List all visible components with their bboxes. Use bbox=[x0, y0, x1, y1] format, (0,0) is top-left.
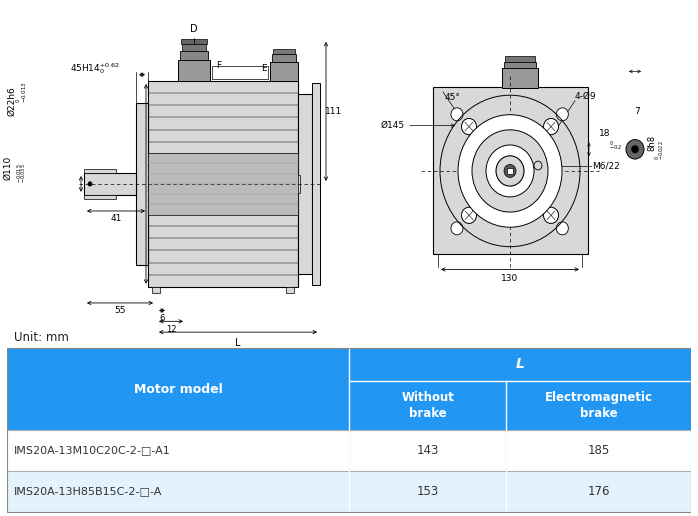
Bar bbox=[273, 49, 295, 54]
Text: $^{-0.015}_{-0.035}$: $^{-0.015}_{-0.035}$ bbox=[15, 163, 29, 183]
Circle shape bbox=[544, 119, 558, 135]
Text: 185: 185 bbox=[588, 444, 610, 457]
Text: 111: 111 bbox=[325, 107, 342, 116]
Text: 18: 18 bbox=[599, 128, 611, 138]
Bar bbox=[84, 195, 116, 199]
Circle shape bbox=[461, 207, 477, 223]
Text: Unit: mm: Unit: mm bbox=[14, 331, 68, 344]
Text: Without
brake: Without brake bbox=[401, 391, 454, 420]
Text: $^{0}_{-0.022}$: $^{0}_{-0.022}$ bbox=[653, 140, 667, 160]
Bar bbox=[84, 169, 116, 173]
Text: 7: 7 bbox=[634, 107, 640, 116]
Text: 176: 176 bbox=[588, 485, 610, 498]
Text: 55: 55 bbox=[114, 306, 126, 315]
Bar bbox=[7, 471, 691, 512]
Bar bbox=[504, 62, 536, 68]
Text: M6/22: M6/22 bbox=[592, 161, 620, 170]
Text: E: E bbox=[261, 63, 267, 73]
Text: 153: 153 bbox=[417, 485, 439, 498]
Text: Ø22h6: Ø22h6 bbox=[8, 87, 17, 116]
Text: Motor model: Motor model bbox=[133, 382, 223, 396]
Bar bbox=[148, 81, 298, 287]
Circle shape bbox=[88, 182, 92, 186]
Text: 45H14$^{+0.62}_{0}$: 45H14$^{+0.62}_{0}$ bbox=[70, 61, 120, 76]
Bar bbox=[180, 51, 208, 59]
Text: Ø145: Ø145 bbox=[381, 121, 405, 130]
Bar bbox=[148, 153, 298, 215]
Text: 41: 41 bbox=[110, 214, 121, 223]
Circle shape bbox=[626, 139, 644, 159]
Text: 6: 6 bbox=[159, 314, 165, 323]
Circle shape bbox=[451, 222, 463, 235]
Circle shape bbox=[486, 145, 534, 197]
Bar bbox=[181, 39, 207, 44]
Bar bbox=[136, 103, 148, 265]
Bar bbox=[502, 68, 538, 88]
Bar bbox=[296, 175, 300, 192]
Bar bbox=[152, 287, 160, 293]
Circle shape bbox=[556, 222, 568, 235]
Bar bbox=[312, 83, 320, 284]
Circle shape bbox=[504, 165, 516, 178]
Circle shape bbox=[461, 119, 477, 135]
Text: F: F bbox=[216, 61, 221, 71]
Bar bbox=[84, 173, 136, 195]
Bar bbox=[507, 168, 513, 174]
Text: L: L bbox=[516, 358, 524, 372]
Text: 8h8: 8h8 bbox=[648, 135, 657, 152]
Text: 12: 12 bbox=[165, 325, 177, 333]
Circle shape bbox=[556, 108, 568, 121]
Bar bbox=[178, 59, 210, 81]
Bar bbox=[7, 348, 691, 512]
Circle shape bbox=[472, 130, 548, 212]
Bar bbox=[298, 94, 312, 273]
Text: 4-Ø9: 4-Ø9 bbox=[575, 92, 597, 101]
Circle shape bbox=[496, 156, 524, 186]
Text: IMS20A-13M10C20C-2-□-A1: IMS20A-13M10C20C-2-□-A1 bbox=[14, 446, 170, 456]
Circle shape bbox=[544, 207, 558, 223]
Bar bbox=[182, 44, 206, 51]
Text: 130: 130 bbox=[501, 273, 519, 283]
Circle shape bbox=[451, 108, 463, 121]
Bar bbox=[505, 56, 535, 62]
Text: IMS20A-13H85B15C-2-□-A: IMS20A-13H85B15C-2-□-A bbox=[14, 487, 162, 497]
Bar bbox=[7, 430, 691, 471]
Text: Ø110: Ø110 bbox=[3, 156, 13, 180]
Text: L: L bbox=[235, 337, 241, 348]
Text: 143: 143 bbox=[417, 444, 439, 457]
Bar bbox=[270, 62, 298, 81]
Text: $^{0}_{-0.2}$: $^{0}_{-0.2}$ bbox=[609, 139, 622, 153]
Bar bbox=[7, 348, 691, 430]
Text: D: D bbox=[190, 24, 198, 34]
Bar bbox=[272, 54, 296, 62]
Text: $^{0}_{-0.013}$: $^{0}_{-0.013}$ bbox=[15, 81, 29, 103]
Circle shape bbox=[458, 115, 562, 227]
Text: Electromagnetic
brake: Electromagnetic brake bbox=[544, 391, 653, 420]
Bar bbox=[212, 66, 268, 79]
Bar bbox=[433, 87, 588, 254]
Bar bbox=[286, 287, 294, 293]
Circle shape bbox=[632, 146, 639, 153]
Text: 45°: 45° bbox=[445, 93, 461, 102]
